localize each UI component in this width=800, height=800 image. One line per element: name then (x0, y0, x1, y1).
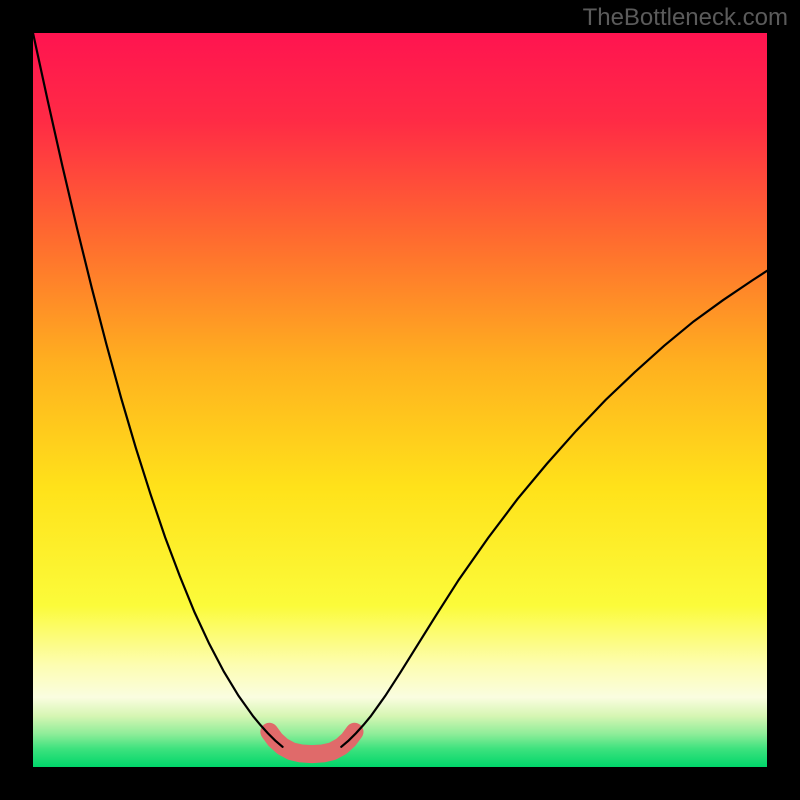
valley-highlight (269, 732, 354, 754)
chart-root: TheBottleneck.com (0, 0, 800, 800)
main-curve-left (33, 33, 283, 747)
plot-area (33, 33, 767, 767)
main-curve-right (341, 271, 767, 747)
curve-layer (33, 33, 767, 767)
watermark-text: TheBottleneck.com (583, 4, 788, 32)
